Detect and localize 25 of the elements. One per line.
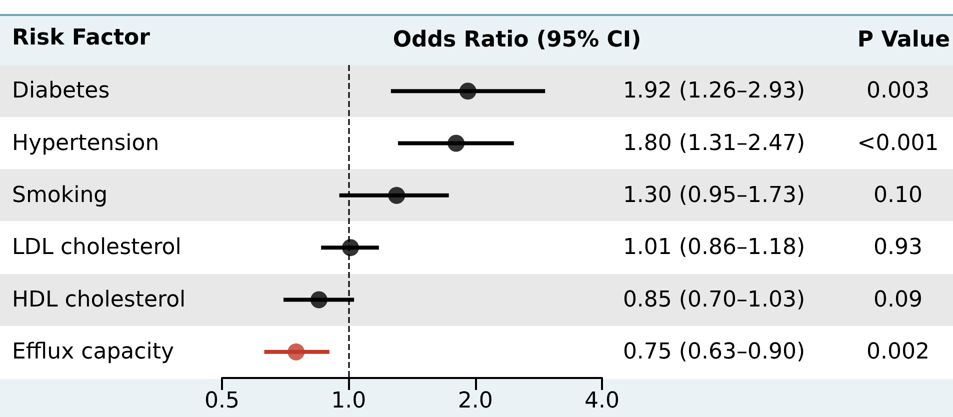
- x-tick-label: 0.5: [204, 388, 240, 414]
- text: <0.001: [857, 130, 939, 156]
- data-label: 1.80 (1.31–2.47): [622, 130, 806, 156]
- x-tick-label: 4.0: [584, 388, 620, 414]
- y-tick-label: Hypertension: [12, 130, 160, 156]
- y-tick-label: HDL cholesterol: [12, 287, 186, 312]
- text: 0.003: [866, 78, 930, 104]
- text: 0.10: [874, 182, 922, 208]
- y-tick-label: Smoking: [12, 182, 108, 208]
- y-axis-title: Risk Factor: [12, 26, 150, 50]
- data-label: 0.85 (0.70–1.03): [622, 287, 806, 312]
- data-label: 1.30 (0.95–1.73): [622, 182, 806, 208]
- data-label: 1.92 (1.26–2.93): [622, 78, 806, 104]
- y-tick-label: LDL cholesterol: [12, 235, 182, 260]
- text: 0.93: [874, 235, 922, 260]
- text: 0.09: [874, 287, 922, 312]
- data-label: 1.01 (0.86–1.18): [622, 235, 806, 260]
- y-tick-label: Diabetes: [12, 78, 110, 104]
- text: P Value: [857, 28, 950, 52]
- data-label: 0.75 (0.63–0.90): [622, 339, 806, 364]
- x-tick-label: 1.0: [331, 388, 366, 414]
- y-tick-label: Efflux capacity: [12, 339, 174, 364]
- x-tick-label: 2.0: [458, 388, 493, 414]
- x-axis-title: Odds Ratio (95% CI): [392, 28, 642, 52]
- text: 0.002: [866, 339, 930, 364]
